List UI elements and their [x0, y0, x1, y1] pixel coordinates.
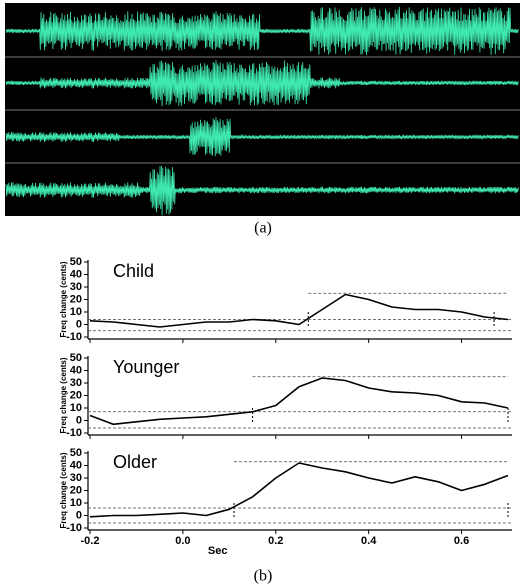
waveform — [5, 59, 519, 107]
chart-title: Child — [113, 261, 154, 281]
y-tick-label: 50 — [70, 447, 82, 459]
y-axis-label: Freq change (cents) — [59, 452, 68, 528]
y-tick-label: 10 — [70, 497, 82, 509]
x-tick-label: -0.2 — [81, 535, 100, 547]
x-tick-label: 0.6 — [454, 535, 469, 547]
data-line — [89, 293, 509, 328]
y-tick-label: 10 — [70, 306, 82, 318]
y-tick-label: 10 — [70, 402, 82, 414]
y-tick-label: -10 — [66, 427, 82, 439]
y-tick-label: 50 — [70, 352, 82, 364]
y-tick-label: 50 — [70, 256, 82, 268]
waveform — [5, 165, 519, 216]
y-axis-label: Freq change (cents) — [59, 261, 68, 337]
x-tick-label: 0.2 — [268, 535, 283, 547]
x-axis-label: Sec — [208, 545, 228, 557]
data-line — [89, 377, 509, 426]
y-tick-label: 40 — [70, 459, 82, 471]
y-axis-label: Freq change (cents) — [59, 357, 68, 433]
x-tick-label: 0.0 — [175, 535, 190, 547]
y-tick-label: 0 — [76, 414, 82, 426]
y-tick-label: 40 — [70, 364, 82, 376]
y-tick-label: 30 — [70, 472, 82, 484]
waveforms — [5, 6, 519, 216]
y-tick-label: 20 — [70, 389, 82, 401]
y-tick-label: 40 — [70, 268, 82, 280]
panel-label: (b) — [254, 568, 273, 585]
x-tick-label: 0.4 — [361, 535, 377, 547]
waveform — [5, 6, 519, 56]
y-tick-label: 30 — [70, 281, 82, 293]
y-tick-label: 20 — [70, 293, 82, 305]
chart-title: Older — [113, 452, 157, 472]
panel-label: (a) — [254, 220, 272, 237]
y-tick-label: 0 — [76, 318, 82, 330]
y-tick-label: 30 — [70, 377, 82, 389]
waveform — [5, 117, 519, 157]
y-tick-label: 20 — [70, 484, 82, 496]
y-tick-label: 0 — [76, 509, 82, 521]
y-tick-label: -10 — [66, 522, 82, 534]
chart-title: Younger — [113, 357, 179, 377]
data-line — [89, 462, 509, 518]
y-tick-label: -10 — [66, 331, 82, 343]
